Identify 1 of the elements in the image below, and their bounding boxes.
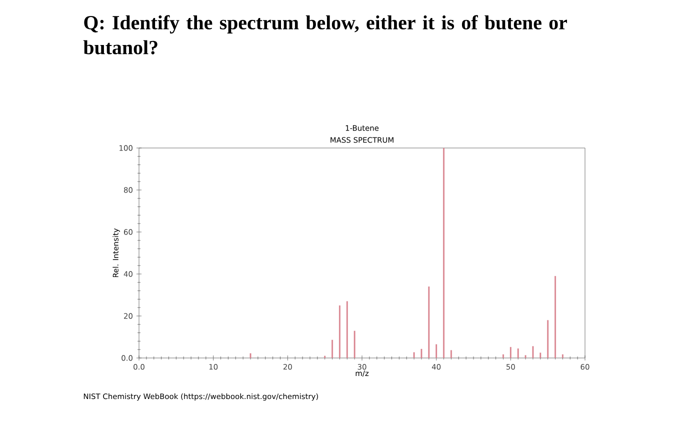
chart-title: Q: Identify the spectrum below, either it is of butene or butanol?	[83, 15, 567, 54]
